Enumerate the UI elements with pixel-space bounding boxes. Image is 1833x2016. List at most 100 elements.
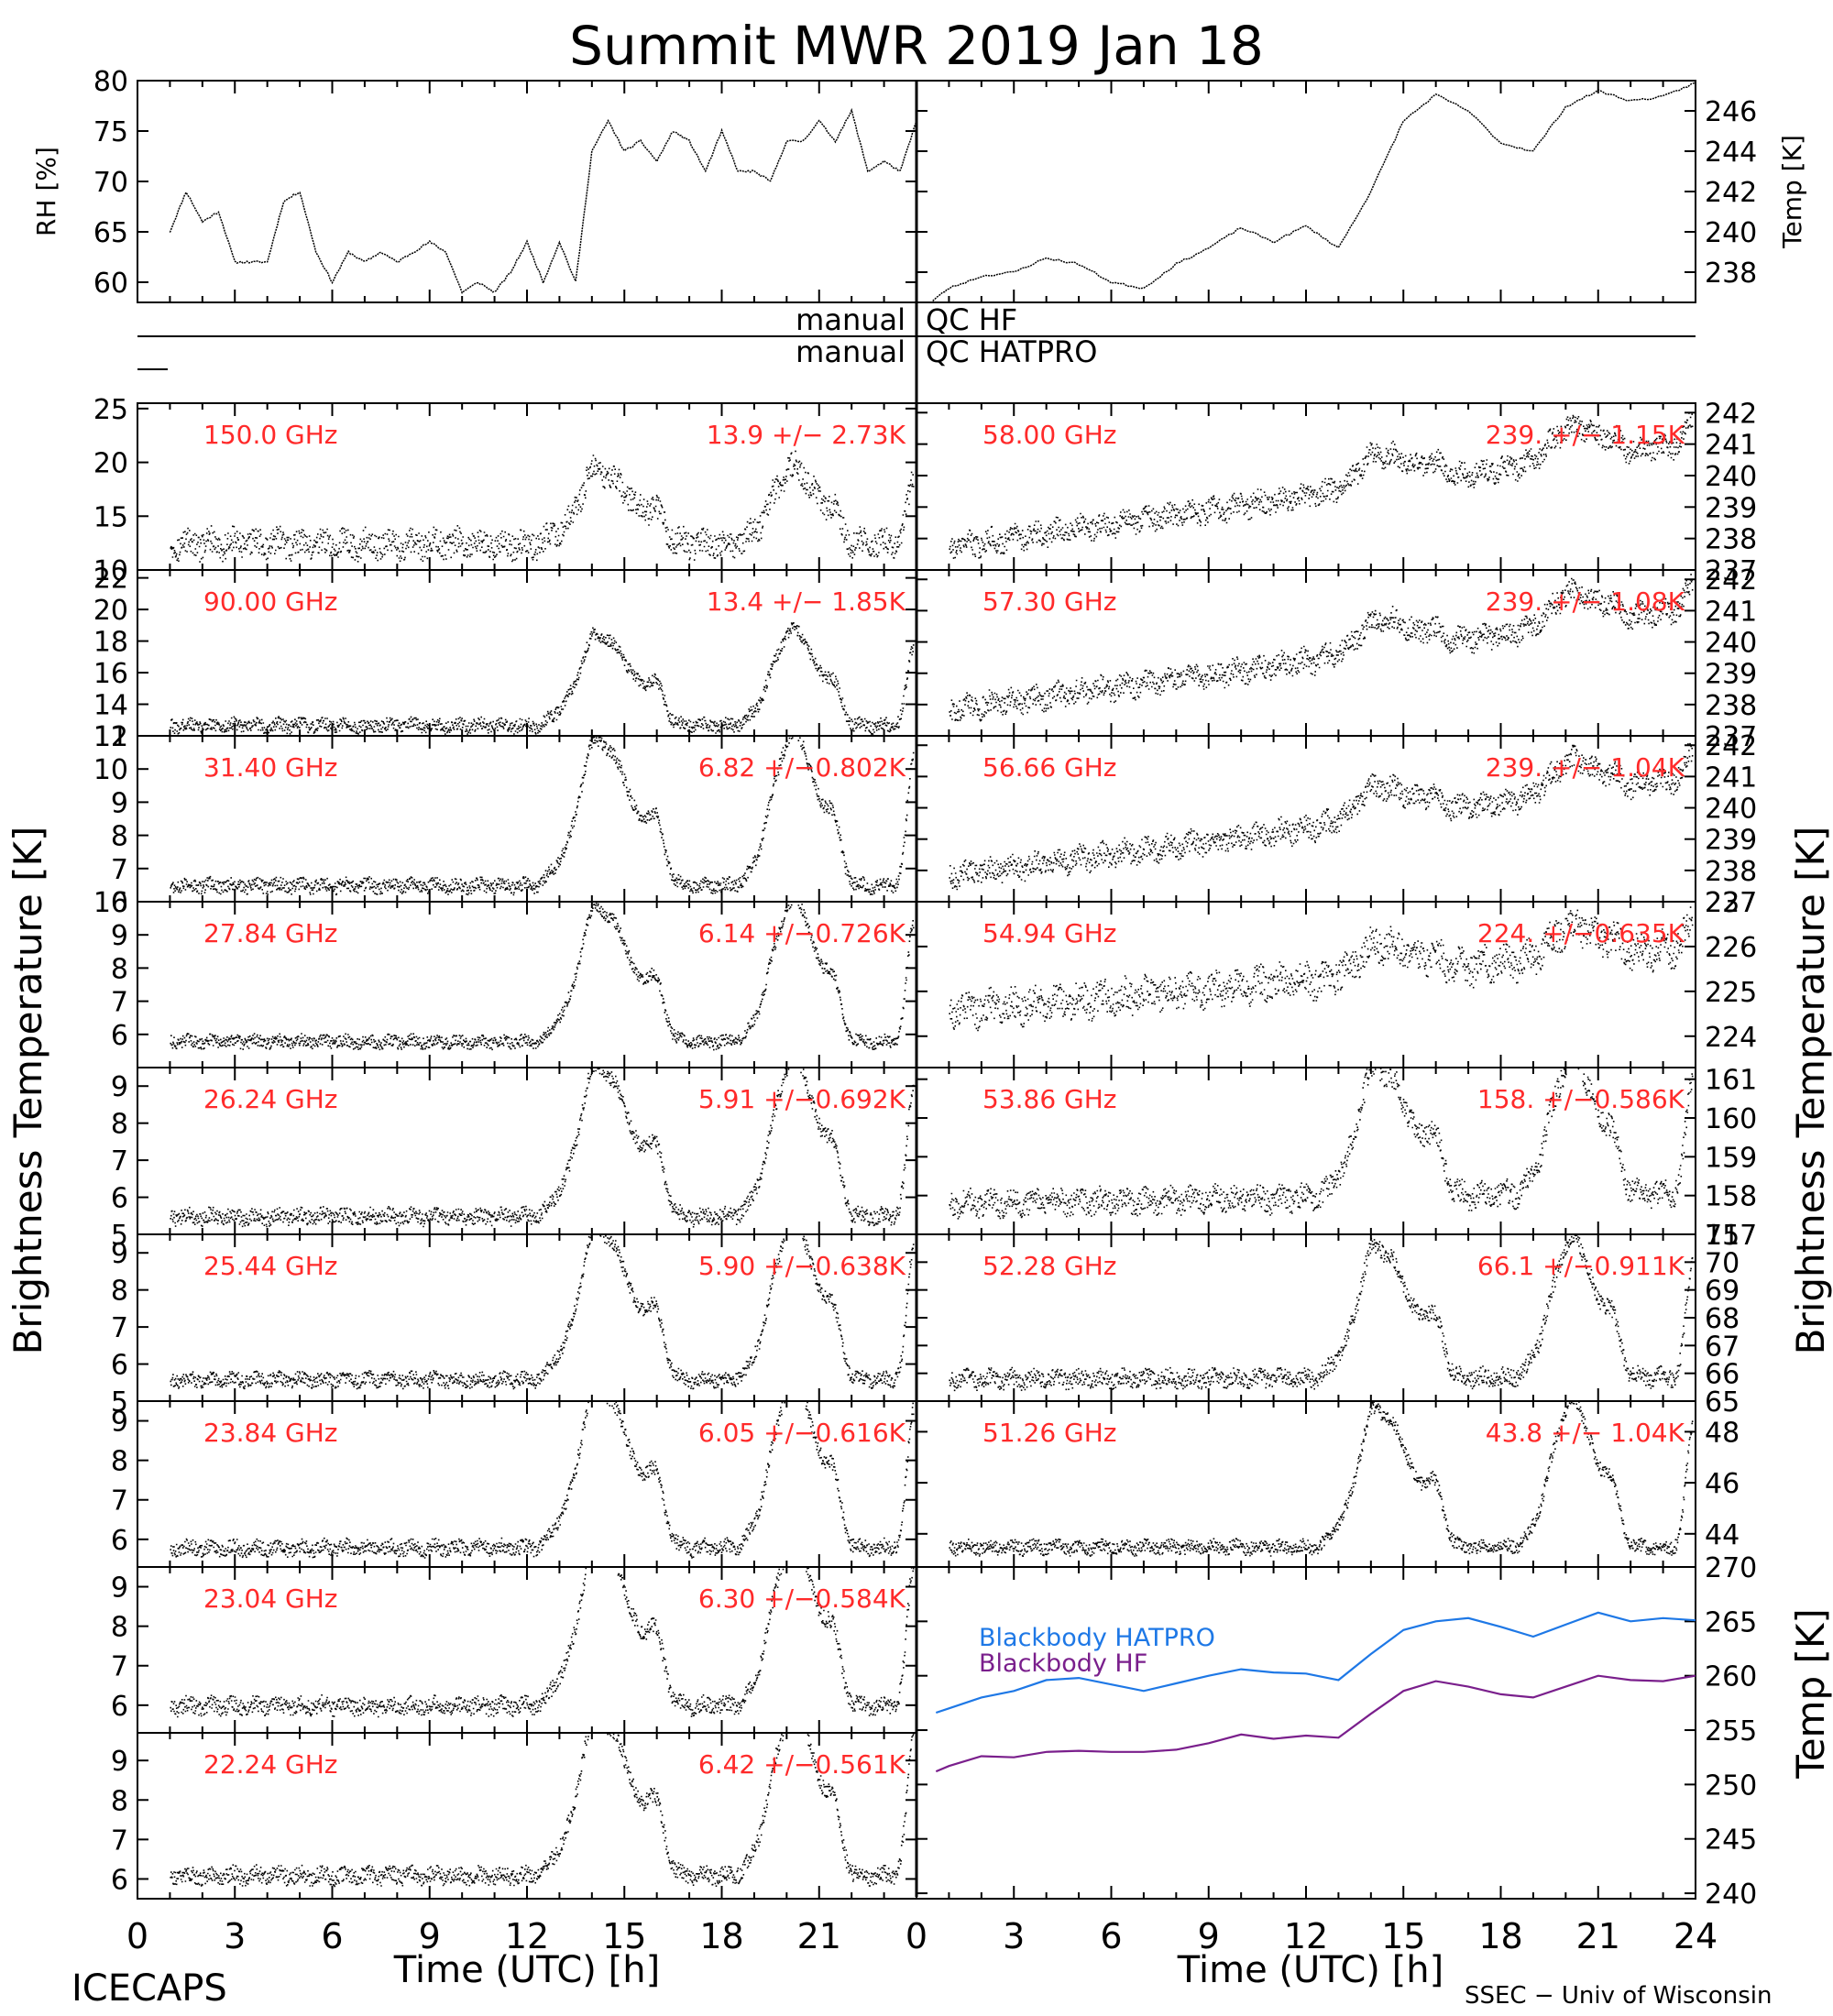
ch2544-ytick-label: 5 bbox=[111, 1386, 128, 1419]
x-tick-label-left: 6 bbox=[321, 1916, 343, 1956]
ch5126-stats-label: 43.8 +/− 1.04K bbox=[1486, 1418, 1685, 1448]
ch2544-ytick-label: 6 bbox=[111, 1350, 128, 1382]
footer-right: SSEC − Univ of Wisconsin bbox=[1465, 1982, 1772, 2010]
ch2304-stats-label: 6.30 +/−0.584K bbox=[698, 1583, 906, 1614]
ch5386-ytick-label: 161 bbox=[1705, 1065, 1757, 1097]
ch2304-ytick-label: 7 bbox=[111, 1651, 128, 1683]
x-tick-label-left: 15 bbox=[602, 1916, 646, 1956]
ch2784-stats-label: 6.14 +/−0.726K bbox=[698, 918, 906, 948]
x-tick-label-right: 24 bbox=[1674, 1916, 1718, 1956]
rh-ytick-label: 80 bbox=[93, 66, 128, 98]
panel-ch2624: 5 6 7 8 9 26.24 GHz 5.91 +/−0.692K bbox=[111, 1067, 917, 1252]
x-tick-label-left: 3 bbox=[224, 1916, 246, 1956]
ch2224-frequency-label: 22.24 GHz bbox=[203, 1749, 338, 1780]
ch5228-stats-label: 66.1 +/−0.911K bbox=[1477, 1251, 1685, 1281]
ch90-ytick-label: 22 bbox=[93, 564, 128, 596]
qc-hf-left-label: manual bbox=[796, 302, 906, 337]
ch90-stats-label: 13.4 +/− 1.85K bbox=[707, 586, 906, 617]
ch5228-ytick-label: 65 bbox=[1705, 1386, 1740, 1419]
qc-hatpro-left-label: manual bbox=[796, 334, 906, 369]
ch5386-stats-label: 158. +/−0.586K bbox=[1477, 1084, 1685, 1114]
ch90-points bbox=[170, 622, 915, 735]
x-axis-title-right: Time (UTC) [h] bbox=[1177, 1949, 1443, 1991]
rh-ytick-label: 60 bbox=[93, 268, 128, 300]
ch2384-frequency-label: 23.84 GHz bbox=[203, 1418, 338, 1448]
ch5494-ytick-label: 226 bbox=[1705, 932, 1757, 964]
temp-panel: 238 240 242 244 246 Temp [K] bbox=[916, 80, 1807, 303]
ch5666-ytick-label: 242 bbox=[1705, 730, 1757, 762]
ch90-ytick-label: 18 bbox=[93, 627, 128, 659]
temp-ytick-label: 238 bbox=[1705, 257, 1757, 290]
ch5228-frequency-label: 52.28 GHz bbox=[982, 1251, 1117, 1281]
ch5228-ytick-label: 71 bbox=[1705, 1220, 1740, 1252]
ch5386-ytick-label: 159 bbox=[1705, 1142, 1757, 1174]
rh-series-line bbox=[169, 107, 917, 294]
ch5386-points bbox=[949, 1068, 1694, 1220]
ch2624-ytick-label: 7 bbox=[111, 1145, 128, 1178]
panel-ch5386: 157 158 159 160 161 53.86 GHz 158. +/−0.586K bbox=[916, 1065, 1757, 1252]
figure-title: Summit MWR 2019 Jan 18 bbox=[569, 15, 1264, 77]
ch5494-ytick-label: 227 bbox=[1705, 887, 1757, 919]
panel-ch2224: 6 7 8 9 22.24 GHz 6.42 +/−0.561K bbox=[111, 1732, 917, 1900]
ch90-ytick-label: 20 bbox=[93, 595, 128, 627]
blackbody-ytick-label: 245 bbox=[1705, 1824, 1757, 1857]
ch2384-ytick-label: 7 bbox=[111, 1485, 128, 1517]
ch314-ytick-label: 7 bbox=[111, 854, 128, 886]
ch2224-ytick-label: 7 bbox=[111, 1824, 128, 1857]
ch5386-frequency-label: 53.86 GHz bbox=[982, 1084, 1117, 1114]
x-axis-title-left: Time (UTC) [h] bbox=[393, 1949, 660, 1991]
x-tick-label-right: 12 bbox=[1284, 1916, 1328, 1956]
ch2304-ytick-label: 9 bbox=[111, 1572, 128, 1605]
ch2224-ytick-label: 8 bbox=[111, 1785, 128, 1817]
temp-ytick-label: 246 bbox=[1705, 96, 1757, 128]
ch2224-ytick-label: 9 bbox=[111, 1746, 128, 1778]
rh-panel: 60 65 70 75 80 RH [%] bbox=[31, 66, 917, 303]
x-tick-label-right: 21 bbox=[1576, 1916, 1620, 1956]
ch314-ytick-label: 9 bbox=[111, 787, 128, 819]
ch150-ytick-label: 20 bbox=[93, 448, 128, 480]
ch150-points bbox=[170, 450, 915, 563]
ch5386-ytick-label: 158 bbox=[1705, 1181, 1757, 1213]
ch314-frequency-label: 31.40 GHz bbox=[203, 752, 338, 783]
blackbody-series-0 bbox=[935, 1611, 1696, 1715]
ch5126-frequency-label: 51.26 GHz bbox=[982, 1418, 1117, 1448]
ch2784-ytick-label: 6 bbox=[111, 1020, 128, 1052]
blackbody-panel: 240 245 250 255 260 265 270 Blackbody HATPROBla… bbox=[916, 1552, 1757, 1911]
ch2384-stats-label: 6.05 +/−0.616K bbox=[698, 1418, 906, 1448]
ch2784-frequency-label: 27.84 GHz bbox=[203, 918, 338, 948]
blackbody-ytick-label: 265 bbox=[1705, 1606, 1757, 1638]
x-tick-label-left: 12 bbox=[505, 1916, 549, 1956]
blackbody-ytick-label: 260 bbox=[1705, 1661, 1757, 1693]
ch5800-ytick-label: 237 bbox=[1705, 555, 1757, 587]
ch5666-ytick-label: 239 bbox=[1705, 825, 1757, 857]
blackbody-ytick-label: 270 bbox=[1705, 1552, 1757, 1584]
ch150-ytick-label: 15 bbox=[93, 501, 128, 533]
x-tick-label-left: 9 bbox=[419, 1916, 441, 1956]
ch5666-frequency-label: 56.66 GHz bbox=[982, 752, 1117, 783]
ch5126-ytick-label: 44 bbox=[1705, 1519, 1740, 1551]
ch5494-ytick-label: 224 bbox=[1705, 1022, 1757, 1054]
x-tick-label-right: 15 bbox=[1381, 1916, 1425, 1956]
ch2624-ytick-label: 8 bbox=[111, 1109, 128, 1141]
rh-frame bbox=[137, 80, 917, 303]
x-axis-labels: 0 3 6 9 12 15 18 21 0 3 6 9 12 15 18 21 24 bbox=[126, 1916, 1718, 1956]
ch150-ytick-label: 25 bbox=[93, 394, 128, 426]
ch5730-ytick-label: 237 bbox=[1705, 721, 1757, 753]
ch5730-ytick-label: 240 bbox=[1705, 628, 1757, 660]
ch5666-ytick-label: 237 bbox=[1705, 887, 1757, 919]
ch5666-ytick-label: 240 bbox=[1705, 794, 1757, 826]
ch5126-ytick-label: 48 bbox=[1705, 1417, 1740, 1449]
ch2624-ytick-label: 6 bbox=[111, 1183, 128, 1215]
temp-frame bbox=[916, 80, 1696, 303]
legend-entry-0: Blackbody HATPRO bbox=[979, 1624, 1215, 1652]
panel-ch2384: 6 7 8 9 23.84 GHz 6.05 +/−0.616K bbox=[111, 1400, 917, 1568]
temp-y-axis-label: Temp [K] bbox=[1777, 135, 1807, 249]
ch314-ytick-label: 6 bbox=[111, 887, 128, 919]
ch5386-ytick-label: 160 bbox=[1705, 1103, 1757, 1135]
ch5730-ytick-label: 241 bbox=[1705, 596, 1757, 628]
